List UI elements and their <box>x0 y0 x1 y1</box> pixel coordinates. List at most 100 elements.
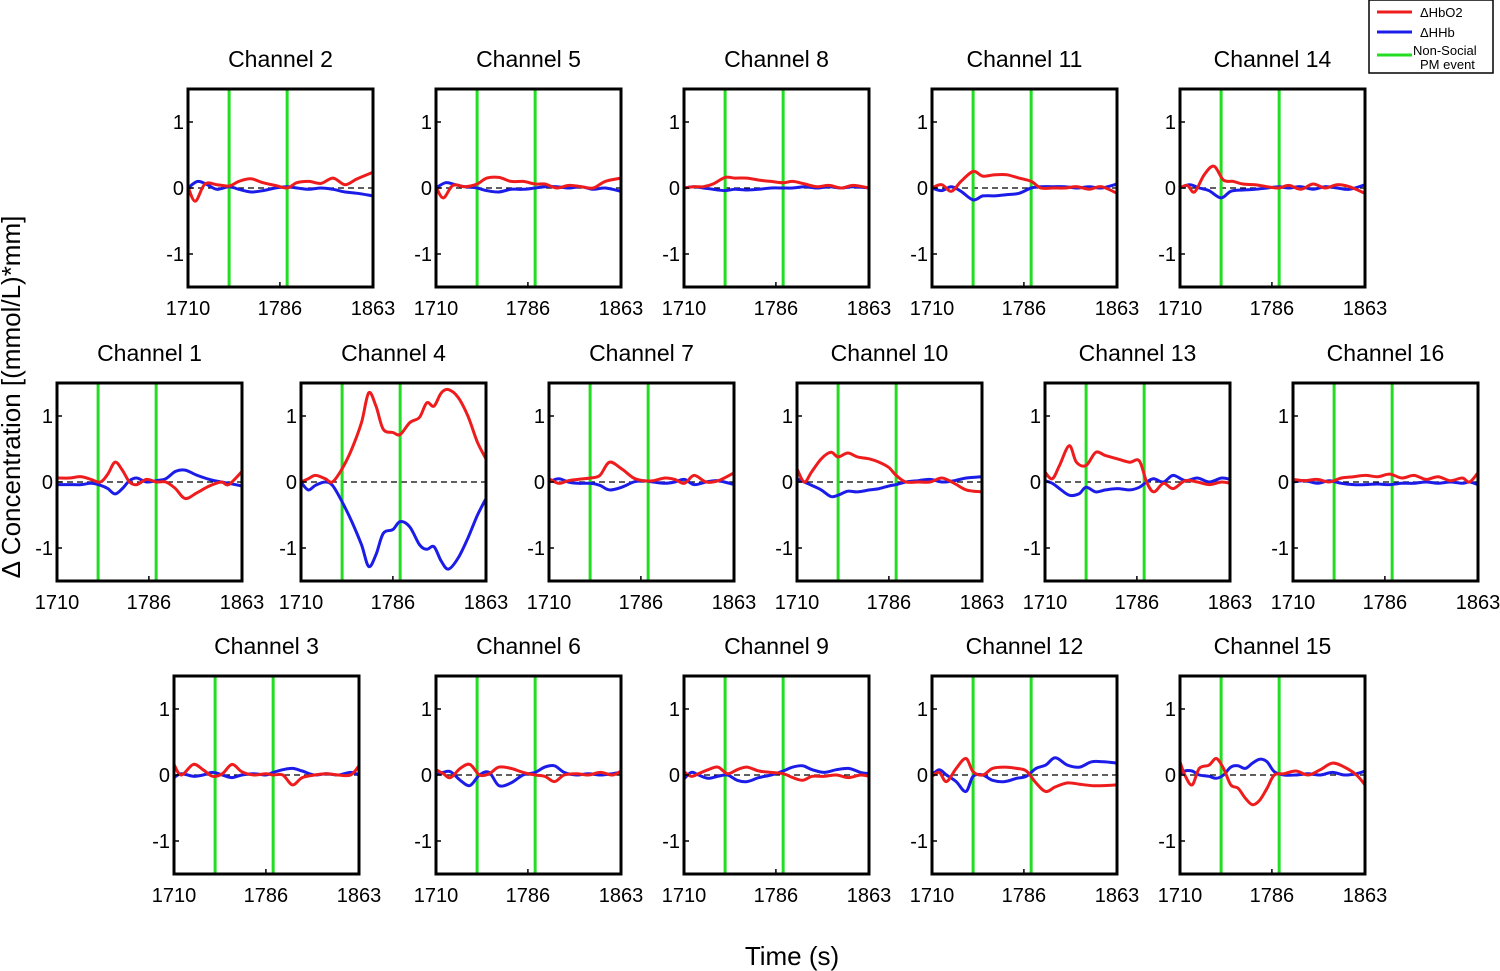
panel-title: Channel 12 <box>966 633 1084 659</box>
y-tick-label: -1 <box>152 831 170 853</box>
channel-panel: Channel 5 1 0 -1 1710 1786 1863 <box>414 46 644 320</box>
plot-area <box>684 89 869 287</box>
channel-panel: Channel 10 1 0 -1 1710 1786 1863 <box>775 340 1005 614</box>
x-tick-label: 1786 <box>127 592 172 614</box>
plot-area <box>436 676 621 874</box>
x-tick-label: 1786 <box>506 298 551 320</box>
panel-title: Channel 14 <box>1214 46 1332 72</box>
x-tick-label: 1710 <box>166 298 211 320</box>
hbo2-line <box>1180 164 1365 195</box>
x-tick-label: 1786 <box>506 885 551 907</box>
y-tick-label: 1 <box>159 699 170 721</box>
y-tick-label: 1 <box>1165 112 1176 134</box>
panel-title: Channel 8 <box>724 46 829 72</box>
panel-title: Channel 7 <box>589 340 694 366</box>
panel-title: Channel 15 <box>1214 633 1332 659</box>
x-tick-label: 1863 <box>599 885 644 907</box>
y-tick-label: 0 <box>1165 765 1176 787</box>
panel-title: Channel 9 <box>724 633 829 659</box>
hbo2-line <box>1045 444 1230 494</box>
x-tick-label: 1710 <box>35 592 80 614</box>
x-tick-label: 1710 <box>662 298 707 320</box>
plot-area <box>436 89 621 287</box>
channel-panel: Channel 11 1 0 -1 1710 1786 1863 <box>910 46 1140 320</box>
hbo2-line <box>932 757 1117 794</box>
y-tick-label: 0 <box>1165 178 1176 200</box>
channel-panel: Channel 1 1 0 -1 1710 1786 1863 <box>35 340 265 614</box>
panel-title: Channel 6 <box>476 633 581 659</box>
hbo2-line <box>188 170 373 203</box>
hhb-line <box>1045 473 1230 498</box>
y-tick-label: 0 <box>917 178 928 200</box>
y-tick-label: 0 <box>421 178 432 200</box>
panel-title: Channel 11 <box>967 46 1083 72</box>
y-tick-label: 1 <box>421 112 432 134</box>
panel-title: Channel 4 <box>341 340 446 366</box>
hhb-line <box>57 468 242 496</box>
channel-panel: Channel 16 1 0 -1 1710 1786 1863 <box>1271 340 1500 614</box>
y-tick-label: -1 <box>662 244 680 266</box>
hbo2-line <box>57 460 242 501</box>
x-tick-label: 1786 <box>1002 298 1047 320</box>
y-tick-label: -1 <box>1158 244 1176 266</box>
y-tick-label: 1 <box>917 699 928 721</box>
y-tick-label: 0 <box>42 472 53 494</box>
plot-area <box>174 676 359 874</box>
plot-area <box>684 676 869 874</box>
y-tick-label: -1 <box>527 538 545 560</box>
hbo2-line <box>1293 471 1478 484</box>
panel-title: Channel 3 <box>214 633 319 659</box>
y-tick-label: 0 <box>173 178 184 200</box>
x-tick-label: 1863 <box>337 885 382 907</box>
channel-panel: Channel 4 1 0 -1 1710 1786 1863 <box>279 340 509 614</box>
channel-panel: Channel 14 1 0 -1 1710 1786 1863 <box>1158 46 1388 320</box>
channel-panel: Channel 9 1 0 -1 1710 1786 1863 <box>662 633 892 907</box>
hhb-line <box>301 480 486 571</box>
y-tick-label: -1 <box>662 831 680 853</box>
hbo2-line <box>436 175 621 200</box>
x-tick-label: 1863 <box>220 592 265 614</box>
y-tick-label: 1 <box>782 406 793 428</box>
panel-title: Channel 10 <box>831 340 949 366</box>
hbo2-line <box>1180 757 1365 807</box>
legend-label-hhb: ΔHHb <box>1420 25 1455 40</box>
y-tick-label: 0 <box>1030 472 1041 494</box>
y-tick-label: 1 <box>917 112 928 134</box>
hbo2-line <box>797 450 982 494</box>
x-tick-label: 1786 <box>754 298 799 320</box>
plot-area <box>188 89 373 287</box>
y-tick-label: -1 <box>1158 831 1176 853</box>
x-tick-label: 1710 <box>910 885 955 907</box>
x-tick-label: 1863 <box>464 592 509 614</box>
plot-area <box>1293 383 1478 581</box>
plot-area <box>57 383 242 581</box>
y-tick-label: 0 <box>782 472 793 494</box>
hbo2-line <box>684 175 869 190</box>
y-tick-label: 1 <box>669 699 680 721</box>
x-tick-label: 1786 <box>1250 885 1295 907</box>
plot-area <box>797 383 982 581</box>
channel-panel: Channel 12 1 0 -1 1710 1786 1863 <box>910 633 1140 907</box>
hhb-line <box>1180 757 1365 780</box>
x-tick-label: 1710 <box>152 885 197 907</box>
x-tick-label: 1863 <box>847 298 892 320</box>
x-tick-label: 1786 <box>258 298 303 320</box>
x-tick-label: 1786 <box>867 592 912 614</box>
panel-title: Channel 5 <box>476 46 581 72</box>
y-tick-label: -1 <box>166 244 184 266</box>
x-tick-label: 1863 <box>599 298 644 320</box>
plot-area <box>932 676 1117 874</box>
x-tick-label: 1710 <box>1023 592 1068 614</box>
x-tick-label: 1863 <box>847 885 892 907</box>
channel-panel: Channel 13 1 0 -1 1710 1786 1863 <box>1023 340 1253 614</box>
hbo2-line <box>301 387 486 484</box>
y-tick-label: -1 <box>775 538 793 560</box>
y-tick-label: 1 <box>421 699 432 721</box>
x-tick-label: 1786 <box>1002 885 1047 907</box>
x-tick-label: 1710 <box>1158 885 1203 907</box>
x-tick-label: 1863 <box>1095 885 1140 907</box>
x-tick-label: 1786 <box>619 592 664 614</box>
x-tick-label: 1863 <box>712 592 757 614</box>
hhb-line <box>932 756 1117 794</box>
